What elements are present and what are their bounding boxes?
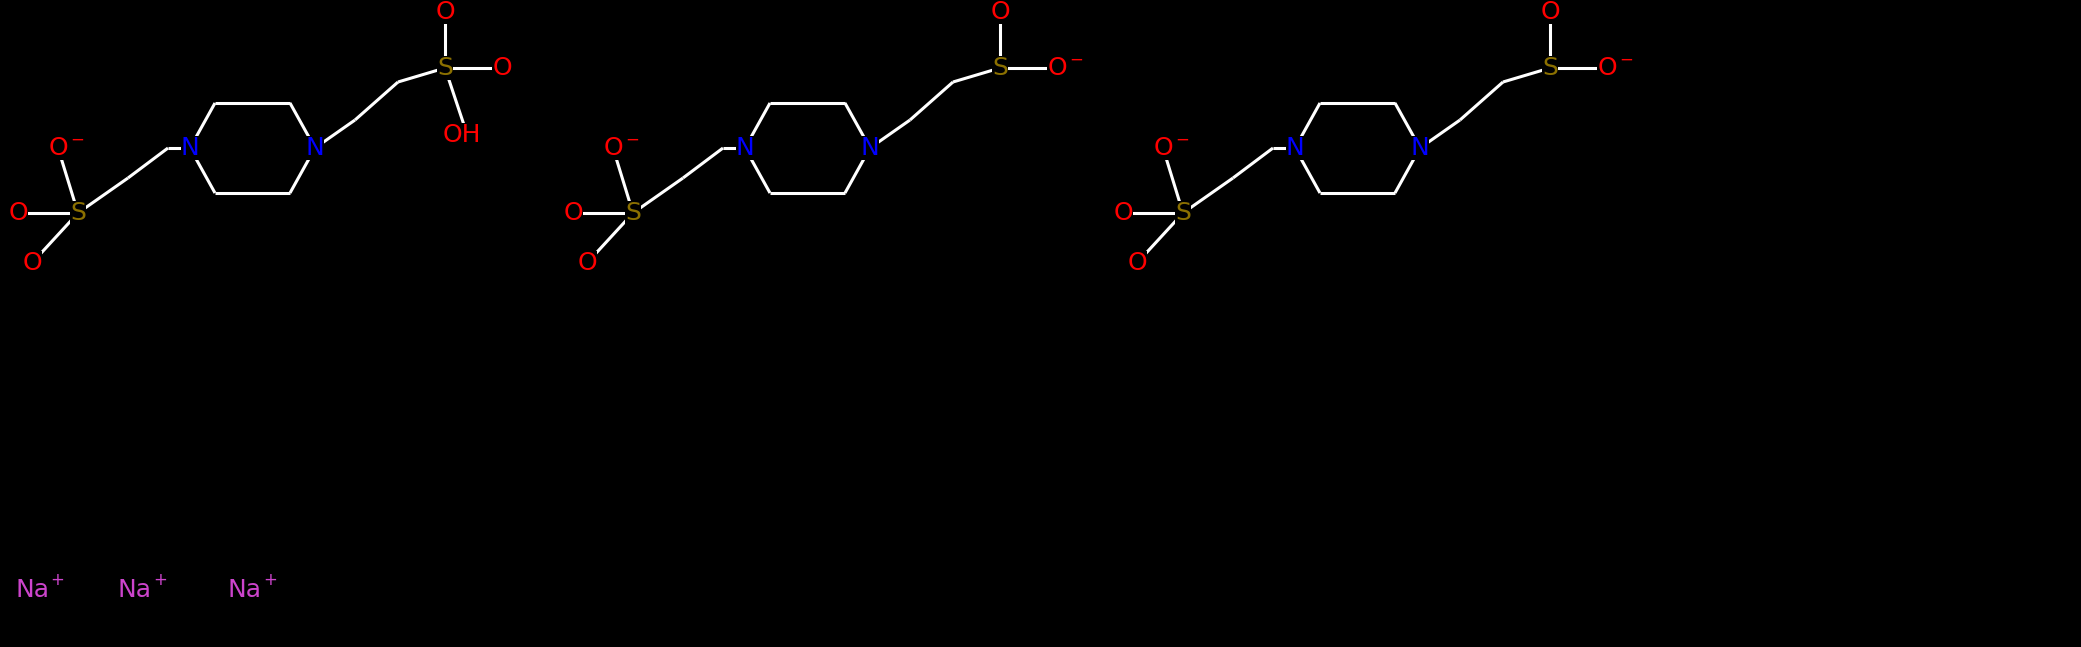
- Text: N: N: [1286, 136, 1305, 160]
- Text: OH: OH: [443, 123, 481, 147]
- Text: O: O: [564, 201, 583, 225]
- Text: −: −: [624, 131, 639, 149]
- Text: O: O: [1047, 56, 1068, 80]
- Text: N: N: [306, 136, 325, 160]
- Text: −: −: [1176, 131, 1188, 149]
- Text: S: S: [993, 56, 1007, 80]
- Text: O: O: [493, 56, 512, 80]
- Text: N: N: [1411, 136, 1430, 160]
- Text: O: O: [48, 136, 69, 160]
- Text: O: O: [1113, 201, 1132, 225]
- Text: S: S: [1176, 201, 1190, 225]
- Text: O: O: [603, 136, 622, 160]
- Text: N: N: [735, 136, 755, 160]
- Text: Na: Na: [119, 578, 152, 602]
- Text: −: −: [71, 131, 83, 149]
- Text: O: O: [1128, 251, 1147, 275]
- Text: O: O: [1598, 56, 1617, 80]
- Text: S: S: [437, 56, 454, 80]
- Text: S: S: [624, 201, 641, 225]
- Text: −: −: [1070, 51, 1082, 69]
- Text: +: +: [262, 571, 277, 589]
- Text: O: O: [1540, 0, 1561, 24]
- Text: O: O: [435, 0, 456, 24]
- Text: O: O: [8, 201, 27, 225]
- Text: +: +: [154, 571, 166, 589]
- Text: O: O: [991, 0, 1009, 24]
- Text: N: N: [181, 136, 200, 160]
- Text: N: N: [862, 136, 880, 160]
- Text: +: +: [50, 571, 65, 589]
- Text: Na: Na: [229, 578, 262, 602]
- Text: S: S: [1542, 56, 1559, 80]
- Text: O: O: [1153, 136, 1174, 160]
- Text: Na: Na: [15, 578, 50, 602]
- Text: O: O: [23, 251, 42, 275]
- Text: S: S: [71, 201, 85, 225]
- Text: −: −: [1619, 51, 1634, 69]
- Text: O: O: [576, 251, 597, 275]
